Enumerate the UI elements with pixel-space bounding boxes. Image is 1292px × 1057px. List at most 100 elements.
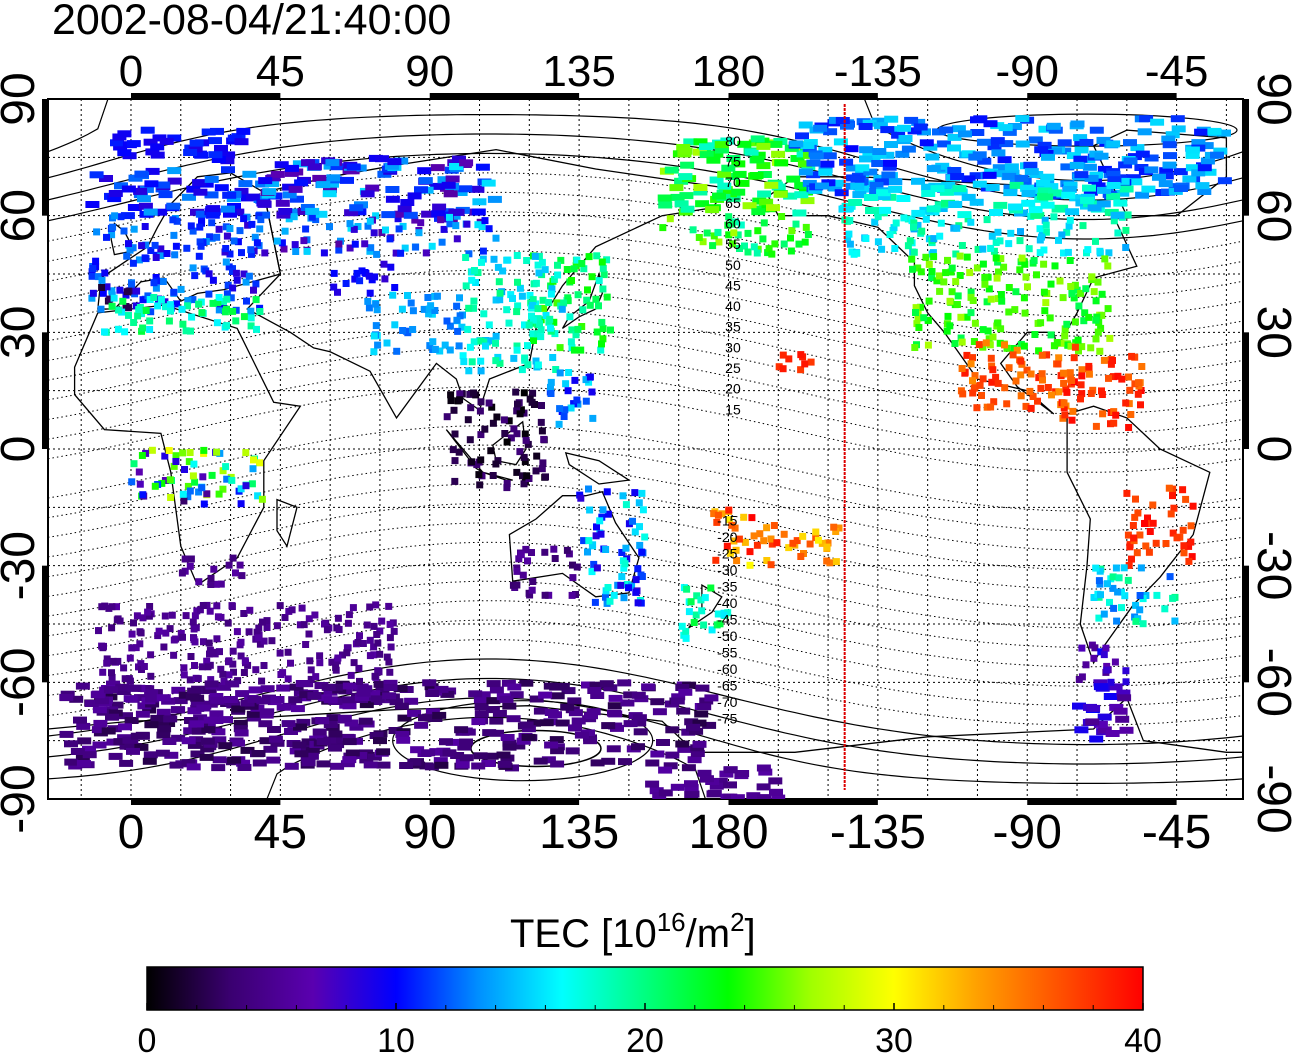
tec-cell-europe [238, 180, 253, 188]
contour-line [48, 561, 1243, 648]
tec-cell-southeast-asia [522, 436, 530, 444]
tec-cell-indian-ocean [235, 690, 250, 698]
tec-cell-usa [920, 314, 928, 322]
tec-cell-japan-china [599, 335, 607, 343]
tec-cell-north-pacific-arc [714, 228, 722, 236]
tec-cell-europe [187, 222, 195, 230]
tec-cell-canada [871, 218, 879, 226]
tec-cell-south-africa [186, 562, 194, 570]
tec-cell-scandinavia-north [113, 143, 128, 151]
tec-cell-east-asia-scattered [480, 310, 488, 318]
tec-cell-alaska-arctic [822, 152, 837, 160]
contour-line [48, 483, 1243, 570]
tec-cell-indian-ocean [190, 636, 198, 644]
tec-cell-antarctic-ring [516, 737, 531, 745]
tec-cell-antarctic-ring [187, 741, 202, 749]
tec-cell-canada [864, 194, 878, 201]
tec-cell-europe [133, 187, 148, 195]
tec-cell-antarctic-ring [231, 739, 245, 747]
tec-cell-north-pacific-arc [709, 150, 724, 158]
tec-cell-europe [182, 193, 196, 201]
tec-cell-siberia-scattered [288, 185, 303, 193]
tec-cell-europe [215, 225, 223, 233]
tec-cell-canada [1041, 216, 1049, 224]
tec-cell-europe [99, 289, 107, 297]
tec-cell-alaska-arctic [1213, 147, 1228, 155]
tec-cell-indian-ocean [277, 671, 285, 678]
tec-cell-alaska-arctic [1115, 189, 1130, 197]
tec-cell-mediterranean [146, 326, 154, 333]
tec-cell-philippines [573, 396, 581, 404]
tec-cell-fiji-tonga [767, 535, 775, 543]
tec-cell-indian-ocean [321, 683, 336, 691]
tec-cell-canada [937, 219, 945, 227]
tec-cell-brazil [1188, 553, 1196, 561]
tec-cell-africa-west [242, 449, 250, 457]
tec-cell-iberia [123, 288, 131, 296]
tec-cell-antarctic-ring [549, 736, 564, 744]
tec-cell-australia-east [618, 549, 626, 556]
tec-cell-canada [888, 185, 903, 193]
tec-cell-usa [963, 253, 971, 261]
tec-cell-antarctic-ring [316, 760, 331, 768]
tec-cell-antarctic-ring [349, 723, 364, 731]
tec-cell-europe [108, 190, 123, 197]
tec-cell-antarctic-ring [486, 680, 501, 688]
tec-cell-indian-ocean [366, 603, 374, 611]
tec-cell-antarctic-ring [340, 760, 355, 768]
tec-cell-australia-east [620, 594, 628, 602]
tec-cell-mexico [976, 381, 984, 389]
tec-cell-mexico [963, 351, 971, 359]
contour-label-north: 15 [725, 401, 741, 417]
tec-cell-antarctic-ring [502, 743, 517, 751]
tec-cell-usa [933, 277, 941, 285]
tec-cell-antarctic-ring [432, 711, 447, 719]
tec-cell-europe [132, 302, 140, 310]
tec-cell-antarctic-ring [369, 732, 384, 739]
tec-cell-indian-ocean [316, 652, 324, 660]
tec-cell-east-asia-scattered [464, 325, 472, 333]
tec-cell-alaska-arctic [998, 124, 1013, 132]
tec-cell-caribbean [1099, 410, 1107, 418]
tec-cell-alaska-arctic [1217, 177, 1232, 185]
tec-cell-indian-ocean [216, 648, 223, 656]
tec-cell-alaska-arctic [972, 180, 987, 188]
tec-cell-canada [996, 237, 1004, 245]
tec-cell-alaska-arctic [834, 189, 849, 197]
tec-cell-north-pacific-arc [680, 205, 695, 213]
tec-cell-canada [906, 237, 914, 245]
tec-cell-fiji-tonga [763, 524, 771, 532]
tec-cell-russia-west [391, 284, 399, 291]
tec-cell-usa [1020, 342, 1028, 350]
tec-cell-southeast-asia [516, 448, 524, 456]
tec-cell-europe [245, 272, 253, 280]
tec-cell-canada [850, 250, 858, 258]
tec-cell-antarctic-ring [193, 714, 208, 722]
tec-cell-europe [240, 270, 248, 278]
tec-cell-siberia-scattered [360, 190, 375, 198]
tec-cell-east-asia-scattered [496, 296, 504, 304]
tec-cell-alaska-arctic [850, 175, 865, 183]
tec-cell-europe [128, 281, 136, 289]
tec-cell-antarctic-ring [293, 723, 307, 731]
tec-cell-south-africa [207, 581, 215, 588]
tec-cell-usa [944, 312, 952, 320]
tec-cell-canada [957, 211, 972, 219]
tec-cell-canada [877, 206, 892, 214]
tec-cell-central-asia [458, 323, 466, 331]
tec-cell-europe [125, 240, 132, 248]
tec-cell-antarctic-ring [468, 690, 483, 698]
tec-cell-australia-east [632, 588, 640, 596]
tec-cell-antarctic-ring [294, 750, 309, 758]
tec-cell-canada [987, 244, 995, 252]
coastline [564, 452, 631, 485]
tec-cell-north-pacific-arc [678, 173, 693, 181]
tec-cell-europe [108, 231, 116, 239]
tec-cell-usa [1047, 331, 1055, 339]
tec-cell-usa [1056, 277, 1064, 285]
tec-cell-caribbean [1063, 388, 1071, 396]
tec-cell-alaska-arctic [1210, 151, 1224, 159]
tec-cell-south-pacific [797, 553, 805, 560]
tec-cell-alaska-arctic [883, 159, 897, 167]
tec-cell-alaska-arctic [917, 128, 931, 136]
